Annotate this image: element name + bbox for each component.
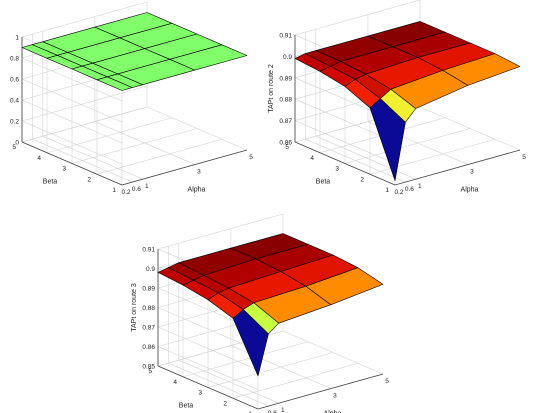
alpha-tick-label: 3 bbox=[333, 393, 337, 400]
z-tick-label: 0.4 bbox=[10, 98, 19, 105]
z-tick-label: 0.6 bbox=[10, 77, 19, 84]
floor-grid-line bbox=[232, 362, 359, 399]
z-tick-label: 0.89 bbox=[279, 75, 292, 82]
z-tick-label: 0.86 bbox=[142, 344, 155, 351]
z-axis-label: TAPt on route 3 bbox=[131, 283, 138, 332]
z-tick-label: 0.8 bbox=[10, 56, 19, 63]
z-tick-label: 0.91 bbox=[142, 247, 155, 254]
wall-grid-line bbox=[21, 106, 148, 143]
beta-tick-label: 2 bbox=[223, 400, 227, 407]
beta-tick-label: 3 bbox=[335, 166, 339, 173]
beta-tick-label: 5 bbox=[12, 144, 16, 151]
beta-tick-label: 1 bbox=[248, 411, 252, 413]
alpha-tick-label: 1 bbox=[145, 183, 149, 190]
z-tick-label: 0.9 bbox=[146, 266, 155, 273]
surface-patch bbox=[305, 267, 384, 306]
alpha-tick-label: 0.2 bbox=[394, 189, 403, 196]
floor-grid-line bbox=[207, 352, 334, 388]
beta-tick-label: 1 bbox=[385, 187, 389, 194]
floor-grid-line bbox=[46, 117, 173, 154]
alpha-axis-label: Alpha bbox=[324, 411, 342, 413]
beta-tick-label: 4 bbox=[37, 155, 41, 162]
z-tick-label: 0.91 bbox=[279, 33, 292, 40]
floor-grid-line bbox=[182, 341, 309, 378]
alpha-tick-label: 0.6 bbox=[132, 186, 141, 193]
z-axis-label: TAPt on route 1 bbox=[0, 65, 2, 114]
beta-tick-label: 2 bbox=[360, 176, 364, 183]
beta-tick-label: 5 bbox=[285, 144, 289, 151]
surface-patch bbox=[442, 53, 521, 86]
beta-tick-label: 3 bbox=[62, 166, 66, 173]
beta-tick-label: 2 bbox=[87, 176, 91, 183]
beta-tick-label: 5 bbox=[148, 368, 152, 375]
z-tick-label: 0.9 bbox=[283, 54, 292, 61]
alpha-axis-line bbox=[257, 373, 384, 410]
beta-axis-label: Beta bbox=[43, 179, 58, 186]
beta-tick-label: 1 bbox=[112, 187, 116, 194]
alpha-axis-line bbox=[121, 149, 248, 186]
alpha-tick-label: 1 bbox=[281, 407, 285, 413]
alpha-tick-label: 5 bbox=[385, 378, 389, 385]
alpha-tick-label: 5 bbox=[522, 154, 526, 161]
beta-axis-line bbox=[157, 365, 259, 410]
beta-axis-label: Beta bbox=[316, 179, 331, 186]
alpha-axis-label: Alpha bbox=[461, 187, 479, 194]
beta-axis-label: Beta bbox=[179, 403, 194, 410]
beta-tick-label: 4 bbox=[310, 155, 314, 162]
surface-plot-2: 0.86 0.87 0.88 0.89 0.9 0.91 0.2 0.6 1 3 5 1 2 3 4 5 Alp… bbox=[268, 0, 526, 196]
z-tick-label: 0.87 bbox=[142, 325, 155, 332]
alpha-tick-label: 0.2 bbox=[121, 189, 130, 196]
z-tick-label: 0.2 bbox=[10, 119, 19, 126]
z-tick-label: 0.85 bbox=[142, 364, 155, 371]
z-tick-label: 0 bbox=[15, 140, 19, 147]
z-tick-label: 1 bbox=[15, 35, 19, 42]
alpha-tick-label: 5 bbox=[249, 154, 253, 161]
alpha-tick-label: 3 bbox=[470, 169, 474, 176]
surface-patch bbox=[169, 44, 248, 71]
z-tick-label: 0.86 bbox=[279, 140, 292, 147]
z-tick-label: 0.88 bbox=[279, 97, 292, 104]
wall-grid-line bbox=[21, 85, 148, 122]
z-tick-label: 0.88 bbox=[142, 305, 155, 312]
z-tick-label: 0.87 bbox=[279, 118, 292, 125]
alpha-tick-label: 0.6 bbox=[268, 410, 277, 413]
beta-tick-label: 4 bbox=[173, 379, 177, 386]
surface-plot-3: 0.850.860.870.880.890.90.910.20.61351234… bbox=[131, 213, 389, 413]
surface-plot-1: 00.20.40.60.810.2 0.6 13512345AlphaBetaTAP… bbox=[0, 1, 253, 196]
floor-grid-line bbox=[71, 128, 198, 164]
floor-grid-line bbox=[344, 128, 471, 164]
z-tick-label: 0.89 bbox=[142, 286, 155, 293]
alpha-tick-label: 0.6 bbox=[405, 186, 414, 193]
floor-grid-line bbox=[96, 138, 223, 175]
alpha-tick-label: 1 bbox=[418, 183, 422, 190]
beta-tick-label: 3 bbox=[198, 390, 202, 397]
beta-axis-line bbox=[294, 141, 396, 186]
z-axis-label: TAPt on route 2 bbox=[268, 64, 275, 113]
alpha-axis-line bbox=[394, 149, 521, 186]
beta-axis-line bbox=[21, 141, 123, 186]
alpha-tick-label: 3 bbox=[197, 169, 201, 176]
alpha-axis-label: Alpha bbox=[188, 187, 206, 194]
